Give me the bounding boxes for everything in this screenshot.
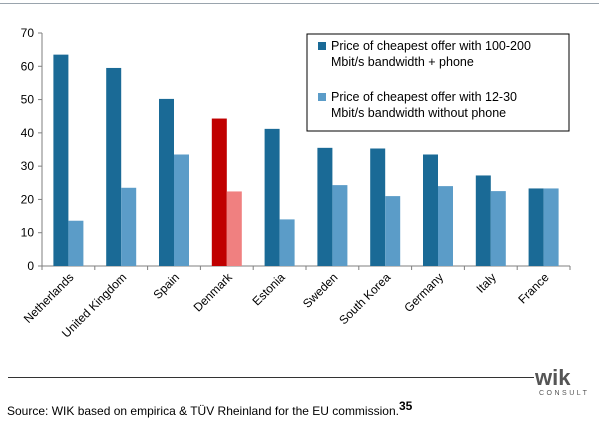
x-tick-label: Estonia: [250, 270, 288, 308]
legend-label: Mbit/s bandwidth + phone: [331, 55, 474, 69]
bar-series1-sweden: [317, 147, 333, 266]
bar-series1-united-kingdom: [106, 67, 122, 266]
legend-label: Mbit/s bandwidth without phone: [331, 106, 506, 120]
source-text: Source: WIK based on empirica & TÜV Rhei…: [7, 404, 399, 418]
y-tick-label: 0: [27, 259, 34, 273]
y-tick-label: 20: [21, 192, 35, 206]
x-tick-label: South Korea: [336, 270, 393, 327]
x-tick-label: Italy: [473, 270, 498, 295]
bar-series2-netherlands: [68, 220, 84, 266]
legend-label: Price of cheapest offer with 12-30: [331, 90, 517, 104]
y-tick-label: 70: [21, 26, 35, 40]
bar-series1-italy: [475, 175, 491, 266]
x-tick-label: Germany: [401, 270, 446, 315]
bar-series1-spain: [159, 98, 174, 266]
x-tick-label: Sweden: [300, 270, 341, 311]
y-tick-label: 30: [21, 159, 35, 173]
bar-series1-france: [528, 188, 544, 266]
y-tick-label: 10: [21, 226, 35, 240]
bar-series2-estonia: [279, 219, 295, 266]
x-tick-label: France: [515, 270, 552, 307]
legend-swatch-series1: [318, 42, 326, 50]
bar-series2-south-korea: [385, 196, 401, 266]
source-caption: Source: WIK based on empirica & TÜV Rhei…: [7, 400, 412, 418]
y-tick-label: 40: [21, 126, 35, 140]
bar-series1-netherlands: [53, 54, 69, 267]
legend: Price of cheapest offer with 100-200 Mbit…: [306, 33, 570, 132]
bar-series1-denmark: [211, 118, 227, 267]
top-rule: [0, 3, 599, 4]
bar-series2-italy: [490, 191, 506, 266]
legend-label: Price of cheapest offer with 100-200: [331, 39, 531, 53]
bar-series2-spain: [174, 154, 189, 266]
x-tick-label: Spain: [151, 270, 183, 302]
legend-box: [306, 33, 570, 132]
x-tick-label: Netherlands: [21, 270, 77, 326]
logo-word: wik: [535, 365, 571, 390]
y-tick-label: 50: [21, 93, 35, 107]
footnote-number: 35: [398, 399, 413, 413]
bar-series2-sweden: [332, 185, 348, 266]
bar-series1-germany: [423, 154, 438, 266]
legend-swatch-series2: [318, 93, 326, 101]
y-tick-label: 60: [21, 59, 35, 73]
bar-series2-denmark: [226, 191, 242, 266]
bar-series2-france: [543, 188, 559, 266]
bar-series2-united-kingdom: [121, 187, 137, 266]
footer-rule: [8, 377, 534, 378]
wik-consult-logo: wik CONSULT: [535, 365, 595, 405]
bar-series2-germany: [438, 186, 453, 266]
bar-series1-south-korea: [370, 148, 386, 266]
x-tick-label: Denmark: [191, 270, 236, 315]
bar-series1-estonia: [264, 128, 280, 266]
logo-subtitle: CONSULT: [539, 390, 590, 397]
